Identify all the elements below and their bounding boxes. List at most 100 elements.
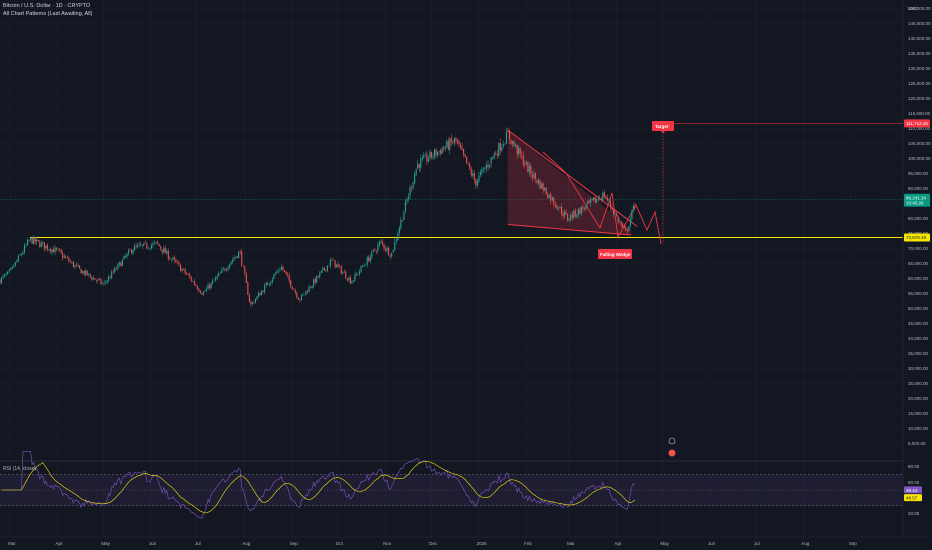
- candle-body: [326, 265, 328, 271]
- candle-body: [580, 206, 582, 214]
- support-line-layer: [0, 199, 903, 238]
- current-price-timer: 10:45:26: [906, 201, 924, 206]
- candle-body: [404, 201, 406, 212]
- candle-body: [599, 198, 601, 200]
- price-tick-label: 105,000.00: [908, 141, 931, 146]
- candle-body: [215, 277, 217, 281]
- candle-body: [186, 273, 188, 275]
- candle-body: [71, 261, 73, 263]
- candle-body: [17, 255, 19, 262]
- candle-body: [242, 265, 244, 267]
- candle-body: [187, 274, 189, 275]
- rsi-tick-label: 80.00: [908, 464, 920, 469]
- rsi-tick-label: 60.00: [908, 480, 920, 485]
- candle-body: [371, 251, 373, 258]
- wedge-zigzag: [542, 151, 662, 245]
- candle-body: [328, 265, 330, 267]
- candle-body: [516, 145, 518, 154]
- candle-body: [473, 172, 475, 180]
- candle-body: [556, 205, 558, 210]
- candle-body: [288, 275, 290, 281]
- target-label-pointer: [661, 131, 665, 134]
- price-tick-label: 95,000.00: [908, 171, 929, 176]
- candle-body: [276, 271, 278, 273]
- candle-body: [88, 273, 90, 275]
- candle-body: [322, 268, 324, 271]
- time-tick-label: Aug: [242, 541, 251, 546]
- candle-body: [161, 249, 163, 253]
- candle-body: [54, 247, 56, 253]
- indicator-title[interactable]: All Chart Patterns (Last Awaiting, All): [3, 11, 93, 17]
- candle-body: [502, 144, 504, 147]
- candle-body: [251, 302, 253, 304]
- candle-body: [362, 266, 364, 267]
- candle-body: [512, 141, 514, 144]
- candle-body: [564, 211, 566, 216]
- candle-body: [253, 302, 255, 303]
- candle-body: [270, 281, 272, 285]
- candle-body: [291, 286, 293, 290]
- candle-body: [135, 245, 137, 247]
- candle-body: [238, 251, 240, 259]
- price-tick-label: 45,000.00: [908, 321, 929, 326]
- candle-body: [571, 214, 573, 218]
- candle-body: [287, 274, 289, 276]
- candle-body: [459, 144, 462, 148]
- candle-body: [218, 273, 220, 276]
- time-tick-label: Dec: [429, 541, 438, 546]
- price-tick-label: 30,000.00: [908, 366, 929, 371]
- candle-body: [398, 227, 400, 234]
- falling-wedge-pattern[interactable]: [507, 123, 903, 245]
- candle-body: [539, 179, 541, 189]
- candle-body: [167, 250, 169, 259]
- rsi-indicator-panel[interactable]: [0, 450, 903, 519]
- candle-body: [467, 163, 469, 164]
- price-tick-label: 145,000.00: [908, 21, 931, 26]
- candle-body: [527, 161, 529, 173]
- candle-body: [33, 237, 35, 245]
- price-tick-label: 135,000.00: [908, 51, 931, 56]
- rsi-title[interactable]: RSI (14, close): [3, 466, 37, 472]
- candle-body: [487, 164, 489, 167]
- candle-body: [19, 254, 21, 256]
- candle-body: [313, 279, 315, 287]
- price-axis-bg: [903, 0, 932, 550]
- candle-body: [131, 249, 133, 253]
- candle-body: [256, 296, 258, 300]
- candle-body: [614, 213, 616, 214]
- price-tick-label: 50,000.00: [908, 306, 929, 311]
- price-tick-label: 110,000.00: [908, 126, 931, 131]
- candle-body: [461, 147, 463, 150]
- candle-body: [579, 208, 581, 215]
- candle-body: [25, 244, 27, 246]
- event-marker-icon: [668, 449, 676, 457]
- candle-body: [262, 290, 264, 292]
- candle-body: [40, 242, 42, 248]
- symbol-title[interactable]: Bitcoin / U.S. Dollar · 1D · CRYPTO: [3, 3, 91, 9]
- candle-body: [406, 199, 408, 202]
- candle-body: [577, 208, 579, 215]
- candle-body: [68, 258, 70, 262]
- candle-body: [190, 277, 192, 281]
- candle-body: [453, 138, 455, 143]
- candle-body: [331, 259, 333, 261]
- candle-body: [245, 273, 247, 283]
- candle-body: [4, 274, 6, 277]
- candle-body: [354, 274, 356, 281]
- candle-body: [279, 269, 281, 271]
- candle-body: [386, 248, 388, 251]
- candle-body: [391, 252, 393, 257]
- candle-body: [616, 213, 618, 217]
- chart-grid: [0, 0, 932, 537]
- candle-body: [528, 165, 530, 172]
- candle-body: [414, 174, 416, 184]
- time-axis[interactable]: Mar Apr May Jun Jul Aug Sep Oct Nov Dec 2025 Feb Mar…: [0, 536, 932, 546]
- candle-body: [112, 271, 114, 273]
- candle-body: [210, 282, 212, 289]
- candle-body: [221, 269, 223, 273]
- candle-body: [121, 259, 123, 266]
- candle-body: [455, 137, 457, 141]
